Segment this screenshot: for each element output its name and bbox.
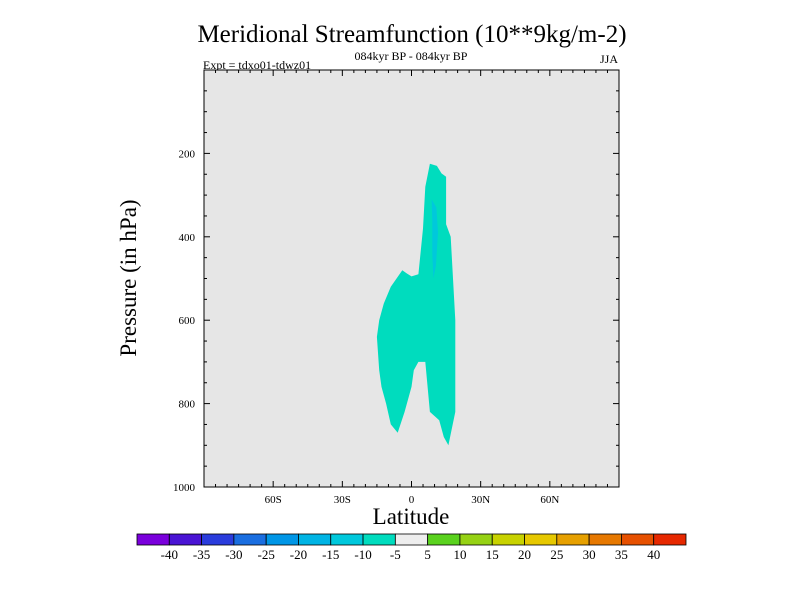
y-tick-label: 800	[179, 399, 196, 411]
colorbar-label: 15	[486, 547, 499, 562]
chart-title: Meridional Streamfunction (10**9kg/m-2)	[197, 21, 626, 48]
colorbar-swatch	[330, 533, 364, 546]
colorbar-swatch	[491, 533, 525, 546]
y-axis-label: Pressure (in hPa)	[116, 199, 141, 356]
colorbar-label: -20	[290, 547, 307, 562]
colorbar-swatch	[427, 533, 461, 546]
contour-regions	[376, 163, 456, 446]
colorbar-label: 10	[453, 547, 466, 562]
colorbar-label: -10	[354, 547, 371, 562]
y-axis: 200 400 600 800 1000	[173, 69, 619, 494]
colorbar-swatch	[265, 533, 299, 546]
x-axis-label: Latitude	[373, 504, 450, 529]
colorbar-swatch	[168, 533, 202, 546]
y-tick-label: 600	[179, 315, 196, 327]
colorbar-label: -35	[193, 547, 210, 562]
colorbar-swatch	[136, 533, 170, 546]
chart-subtitle: 084kyr BP - 084kyr BP	[355, 49, 468, 63]
colorbar-label: 35	[615, 547, 628, 562]
y-tick-label: 200	[179, 148, 196, 160]
colorbar-swatch	[588, 533, 622, 546]
colorbar-label: -30	[225, 547, 242, 562]
season-label: JJA	[600, 52, 618, 66]
x-tick-label: 60S	[265, 494, 282, 506]
x-tick-label: 30S	[334, 494, 351, 506]
colorbar-label: -5	[390, 547, 401, 562]
colorbar-label: 25	[550, 547, 563, 562]
experiment-label: Expt = tdxo01-tdwz01	[203, 58, 311, 72]
colorbar-swatch	[298, 533, 332, 546]
colorbar-swatch	[459, 533, 493, 546]
colorbar-label: 40	[647, 547, 660, 562]
colorbar-swatch	[362, 533, 396, 546]
x-tick-label: 0	[409, 494, 415, 506]
colorbar-swatch	[556, 533, 590, 546]
colorbar-swatch	[621, 533, 655, 546]
colorbar-label: 20	[518, 547, 531, 562]
x-tick-label: 30N	[471, 494, 490, 506]
colorbar-swatch	[653, 533, 687, 546]
colorbar-swatch	[233, 533, 267, 546]
x-tick-label: 60N	[540, 494, 559, 506]
colorbar-swatch	[524, 533, 558, 546]
colorbar-label: 30	[583, 547, 596, 562]
colorbar-swatch	[394, 533, 429, 546]
y-tick-label: 400	[179, 232, 196, 244]
colorbar-swatch	[201, 533, 235, 546]
colorbar-label: -25	[258, 547, 275, 562]
colorbar-label: -40	[161, 547, 178, 562]
colorbar: -40 -35 -30 -25 -20 -15 -10 -5 5 10 15 20 25 30 35 40	[136, 533, 687, 562]
x-axis: 60S 30S 0 30N 60N	[203, 70, 620, 506]
colorbar-label: -15	[322, 547, 339, 562]
contour-region-core	[431, 199, 438, 279]
colorbar-label: 5	[424, 547, 431, 562]
y-tick-label: 1000	[173, 482, 196, 494]
